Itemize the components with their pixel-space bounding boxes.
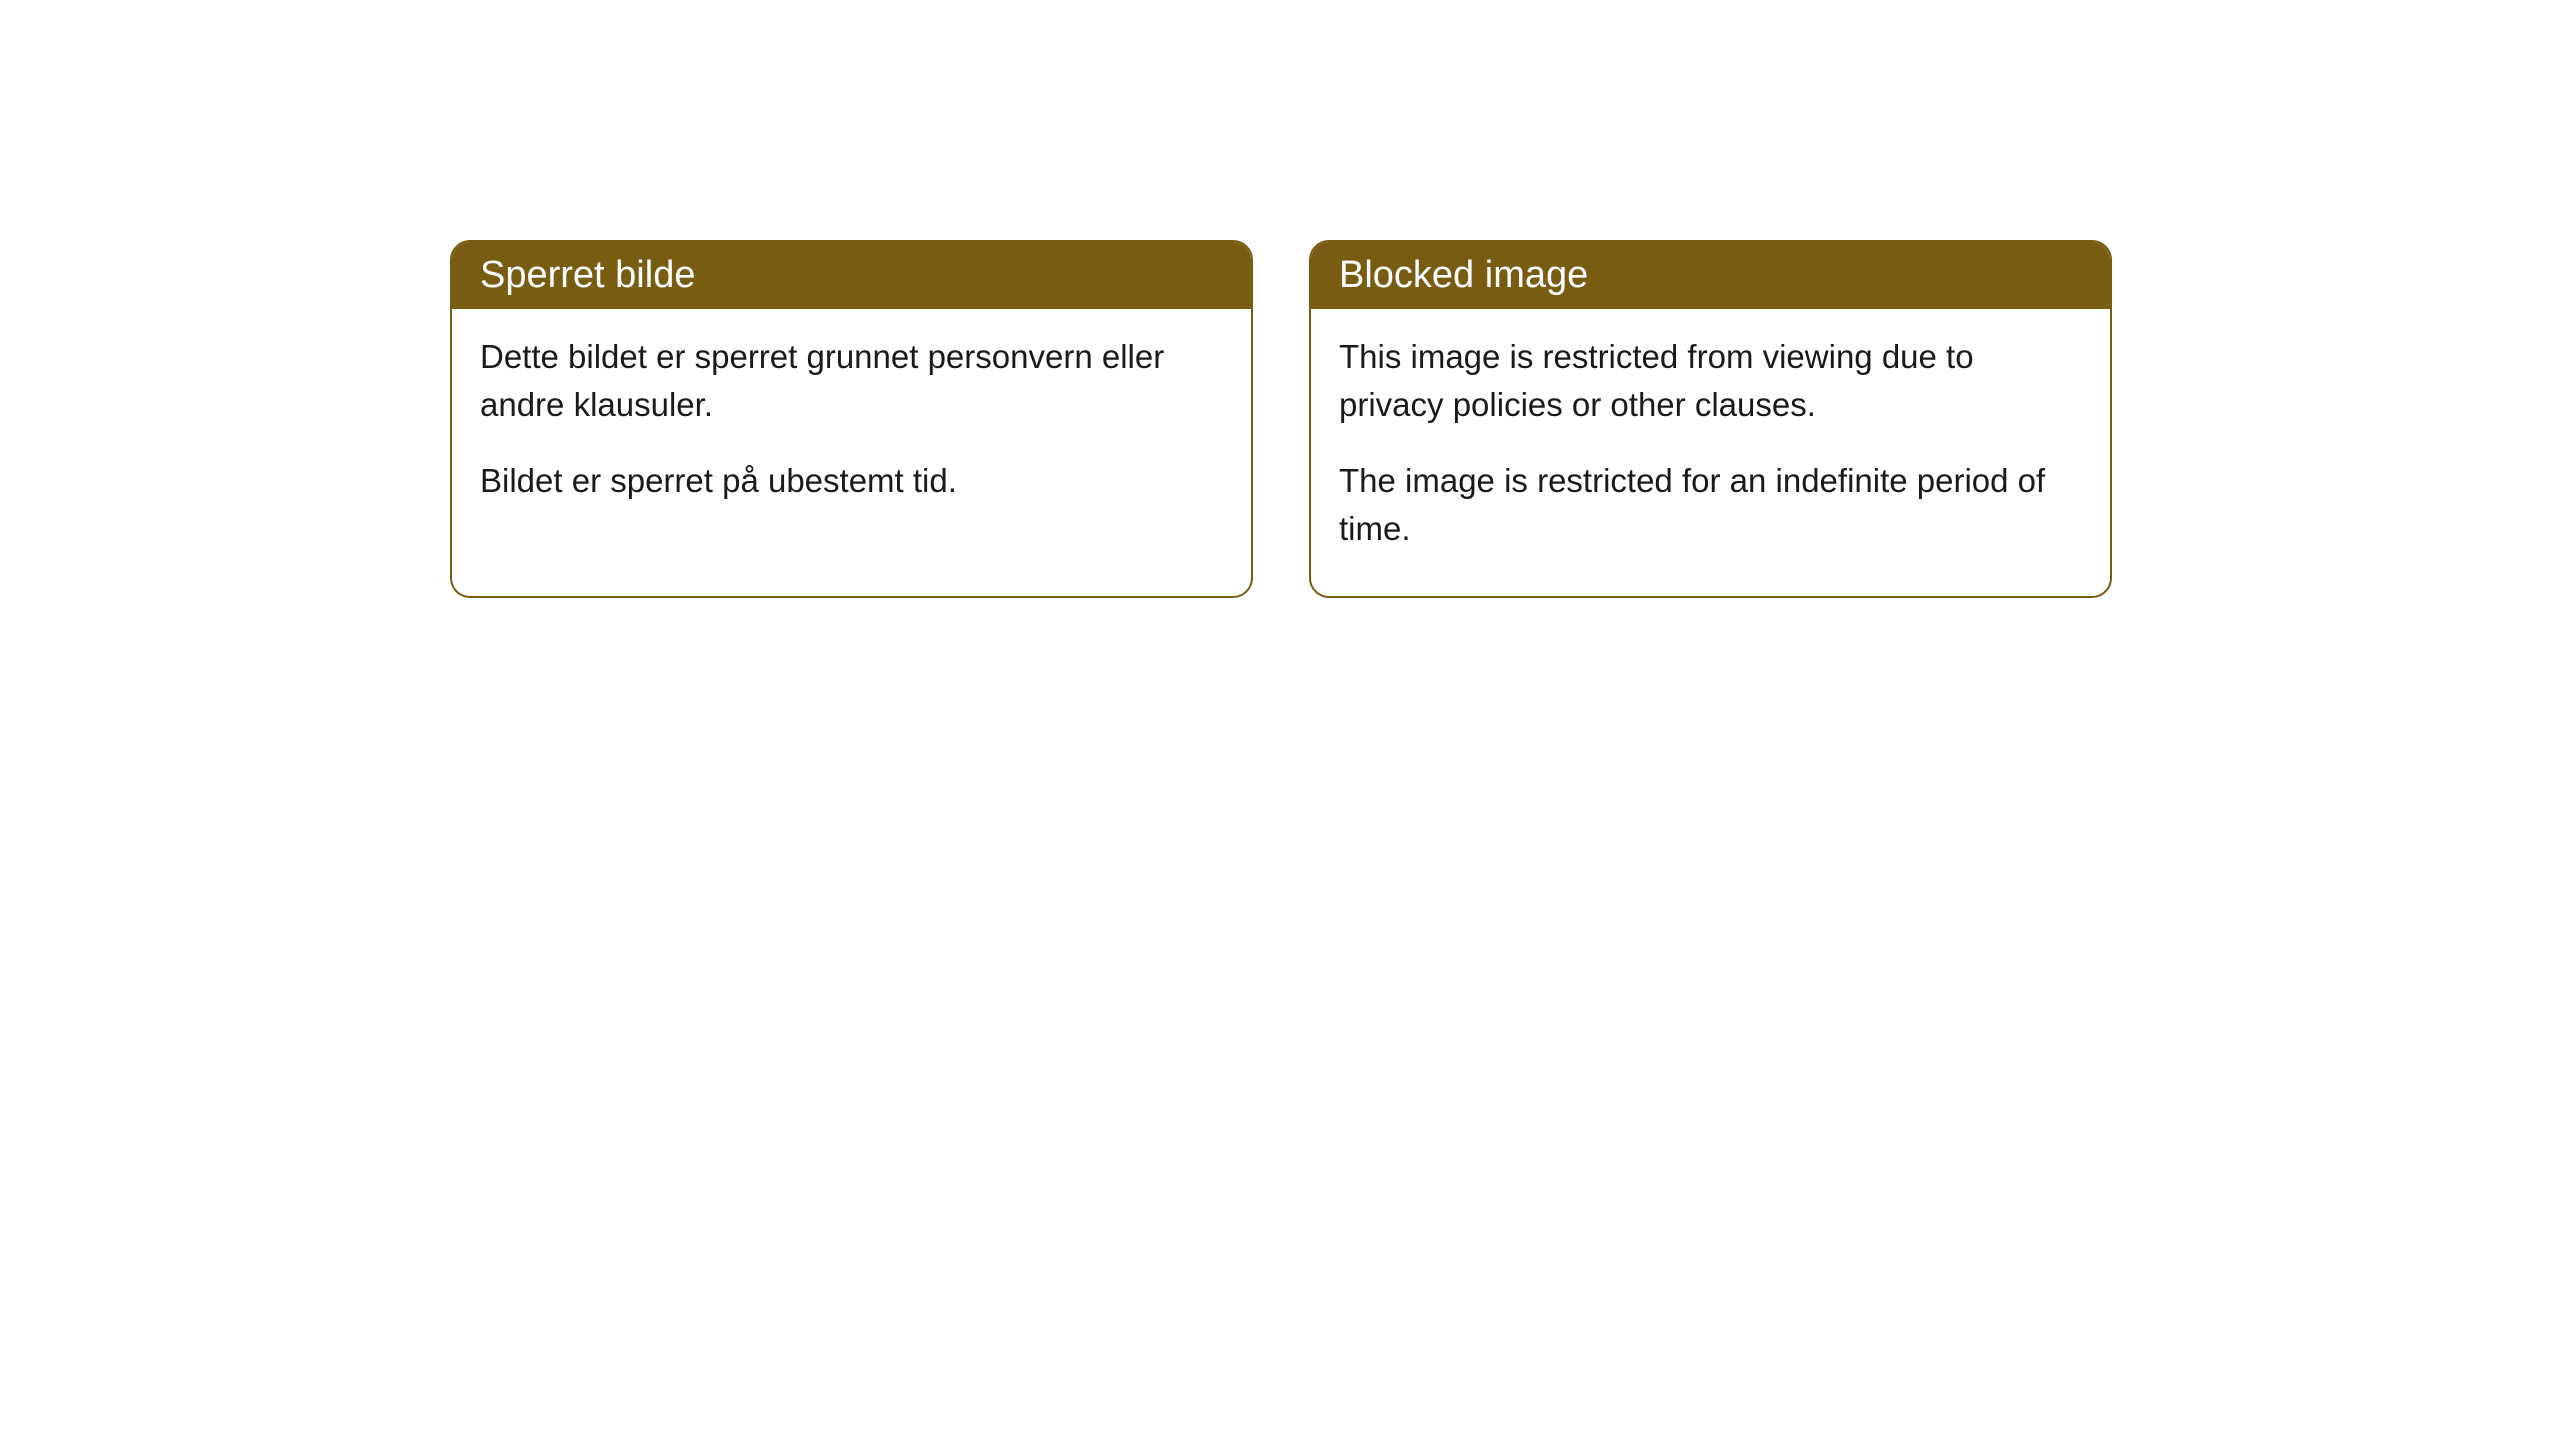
card-body: This image is restricted from viewing du… (1311, 309, 2110, 596)
card-title: Blocked image (1339, 254, 1588, 296)
notice-card-norwegian: Sperret bilde Dette bildet er sperret gr… (450, 240, 1253, 598)
notice-card-english: Blocked image This image is restricted f… (1309, 240, 2112, 598)
notice-card-container: Sperret bilde Dette bildet er sperret gr… (450, 240, 2112, 598)
card-header: Sperret bilde (452, 242, 1251, 309)
card-paragraph: Bildet er sperret på ubestemt tid. (480, 457, 1223, 505)
card-header: Blocked image (1311, 242, 2110, 309)
card-title: Sperret bilde (480, 254, 695, 296)
card-paragraph: This image is restricted from viewing du… (1339, 333, 2082, 429)
card-paragraph: Dette bildet er sperret grunnet personve… (480, 333, 1223, 429)
card-paragraph: The image is restricted for an indefinit… (1339, 457, 2082, 553)
card-body: Dette bildet er sperret grunnet personve… (452, 309, 1251, 549)
